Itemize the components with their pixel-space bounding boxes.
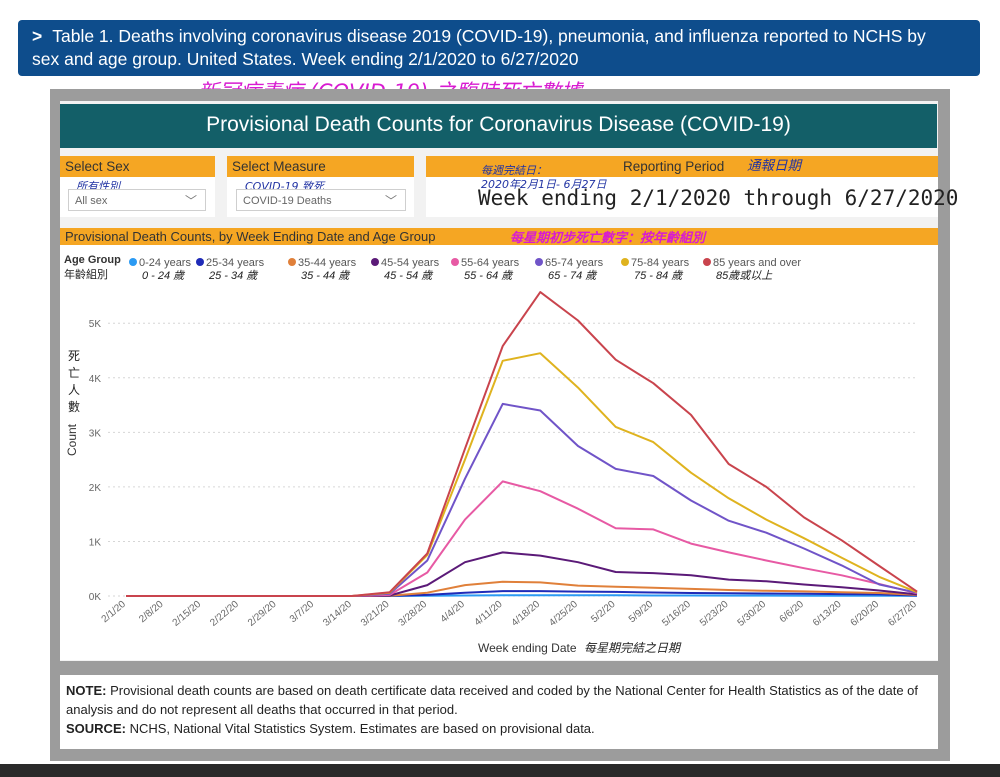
chart-section-title: Provisional Death Counts, by Week Ending… bbox=[60, 228, 938, 245]
chevron-down-icon: ﹀ bbox=[384, 194, 397, 208]
legend-dot bbox=[703, 258, 711, 266]
series-line-75-84-years bbox=[126, 352, 918, 597]
period-value: Week ending 2/1/2020 through 6/27/2020 bbox=[478, 186, 959, 210]
report-title: Provisional Death Counts for Coronavirus… bbox=[60, 104, 937, 148]
x-tick-label: 2/15/20 bbox=[171, 599, 204, 629]
chart-section-title-text: Provisional Death Counts, by Week Ending… bbox=[65, 229, 436, 244]
y-axis-title-zh: 死亡人數 bbox=[68, 349, 80, 414]
legend-label: 85 years and over bbox=[713, 257, 801, 269]
x-tick-label: 5/16/20 bbox=[660, 599, 693, 629]
series-line-45-54-years bbox=[126, 551, 918, 597]
x-tick-label: 2/8/20 bbox=[137, 599, 166, 626]
y-tick-label: 0K bbox=[89, 592, 102, 603]
chart-section-zh: 每星期初步死亡數字：按年齡組別 bbox=[510, 231, 706, 246]
legend-title-zh: 年齡組別 bbox=[64, 268, 108, 281]
x-tick-label: 2/1/20 bbox=[100, 599, 129, 626]
x-tick-label: 2/29/20 bbox=[246, 599, 279, 629]
legend-dot bbox=[451, 258, 459, 266]
y-tick-label: 5K bbox=[89, 319, 102, 330]
note-box: NOTE: Provisional death counts are based… bbox=[60, 675, 938, 749]
sex-select[interactable]: All sex ﹀ bbox=[68, 189, 206, 211]
legend-label-zh: 45 - 54 歲 bbox=[384, 269, 434, 282]
x-tick-label: 3/7/20 bbox=[288, 599, 317, 626]
period-header bbox=[426, 156, 938, 177]
sex-filter-label: Select Sex bbox=[60, 156, 215, 177]
y-tick-label: 3K bbox=[89, 428, 102, 439]
x-tick-label: 6/20/20 bbox=[849, 599, 882, 629]
x-tick-label: 5/2/20 bbox=[589, 599, 618, 626]
x-tick-label: 4/4/20 bbox=[439, 599, 468, 626]
legend-dot bbox=[129, 258, 137, 266]
x-tick-label: 6/6/20 bbox=[778, 599, 807, 626]
x-tick-label: 3/14/20 bbox=[321, 599, 354, 629]
y-tick-label: 1K bbox=[89, 537, 102, 548]
measure-select-value: COVID-19 Deaths bbox=[243, 195, 332, 207]
banner-line2: sex and age group. United States. Week e… bbox=[32, 49, 579, 69]
x-tick-label: 2/22/20 bbox=[208, 599, 241, 629]
bottom-strip bbox=[0, 764, 1000, 777]
legend-label-zh: 25 - 34 歲 bbox=[208, 269, 259, 282]
x-tick-label: 6/27/20 bbox=[886, 599, 919, 629]
banner-line1: Table 1. Deaths involving coronavirus di… bbox=[52, 26, 926, 46]
x-tick-label: 4/11/20 bbox=[473, 599, 505, 629]
note-label: NOTE: bbox=[66, 683, 107, 698]
legend-label-zh: 35 - 44 歲 bbox=[301, 269, 351, 282]
legend-dot bbox=[371, 258, 379, 266]
period-card bbox=[426, 156, 938, 217]
legend-label-zh: 65 - 74 歲 bbox=[548, 269, 598, 282]
period-label-zh: 通報日期 bbox=[747, 158, 801, 174]
legend-dot bbox=[535, 258, 543, 266]
period-label: Reporting Period bbox=[623, 159, 725, 174]
x-tick-label: 4/18/20 bbox=[510, 599, 543, 629]
legend-label-zh: 85歲或以上 bbox=[716, 269, 773, 282]
y-tick-label: 4K bbox=[89, 374, 102, 385]
period-zh-line2: 2020年2月1日- 6月27日 bbox=[481, 178, 607, 191]
legend-label: 35-44 years bbox=[298, 257, 357, 269]
legend-label-zh: 0 - 24 歲 bbox=[142, 269, 186, 282]
x-axis-title-zh: 每星期完結之日期 bbox=[584, 641, 682, 655]
legend-label: 75-84 years bbox=[631, 257, 690, 269]
chart-card bbox=[60, 228, 938, 660]
x-tick-label: 5/9/20 bbox=[627, 599, 656, 626]
note-text: Provisional death counts are based on de… bbox=[66, 683, 919, 717]
legend-label: 55-64 years bbox=[461, 257, 520, 269]
chevron-down-icon: ﹀ bbox=[184, 194, 197, 208]
chevron-right-icon: > bbox=[32, 26, 43, 46]
legend-label: 0-24 years bbox=[139, 257, 191, 269]
x-tick-label: 3/28/20 bbox=[397, 599, 430, 629]
legend-label: 65-74 years bbox=[545, 257, 604, 269]
x-tick-label: 6/13/20 bbox=[811, 599, 844, 629]
y-axis-title: Count bbox=[65, 423, 79, 456]
x-tick-label: 4/25/20 bbox=[547, 599, 580, 629]
legend-title: Age Group bbox=[64, 254, 121, 266]
series-line-55-64-years bbox=[126, 480, 918, 597]
legend-dot bbox=[288, 258, 296, 266]
series-line-85-years-and-over bbox=[126, 291, 918, 597]
x-axis-title: Week ending Date bbox=[478, 641, 577, 655]
legend-dot bbox=[196, 258, 204, 266]
y-tick-label: 2K bbox=[89, 483, 102, 494]
sex-select-value: All sex bbox=[75, 195, 108, 207]
legend-label: 25-34 years bbox=[206, 257, 265, 269]
table-banner[interactable]: > Table 1. Deaths involving coronavirus d… bbox=[18, 20, 980, 76]
source-label: SOURCE: bbox=[66, 721, 126, 736]
measure-filter-label: Select Measure bbox=[227, 156, 414, 177]
legend: Age Group bbox=[64, 254, 121, 266]
legend-label-zh: 55 - 64 歲 bbox=[464, 269, 514, 282]
x-tick-label: 3/21/20 bbox=[359, 599, 392, 629]
measure-select[interactable]: COVID-19 Deaths ﹀ bbox=[236, 189, 406, 211]
x-tick-label: 5/23/20 bbox=[698, 599, 731, 629]
legend-dot bbox=[621, 258, 629, 266]
legend-label: 45-54 years bbox=[381, 257, 440, 269]
period-zh-line1: 每週完結日： bbox=[481, 164, 547, 177]
source-text: NCHS, National Vital Statistics System. … bbox=[125, 721, 595, 736]
legend-label-zh: 75 - 84 歲 bbox=[634, 269, 684, 282]
x-tick-label: 5/30/20 bbox=[736, 599, 769, 629]
